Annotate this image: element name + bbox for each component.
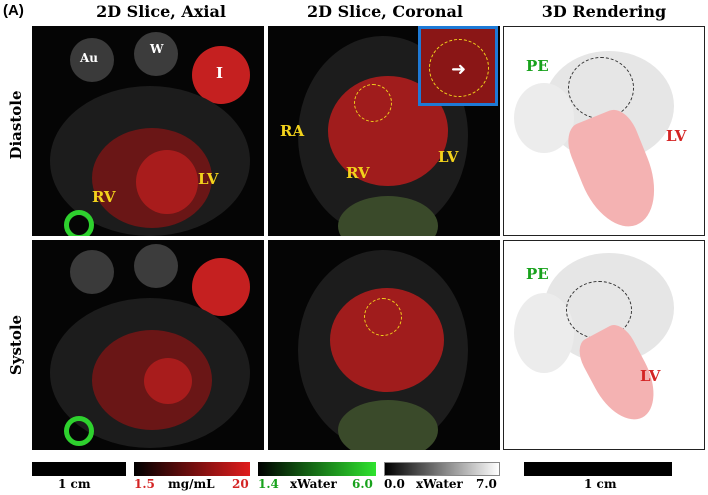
diastole-coronal-image: ➜ RA RV LV (268, 26, 500, 236)
valve-highlight-circle (568, 57, 634, 119)
label-lv: LV (666, 127, 687, 145)
lv-chamber (144, 358, 192, 404)
render-scale-label: 1 cm (584, 477, 617, 491)
gray-min: 0.0 (384, 477, 405, 491)
gray-unit: xWater (416, 477, 463, 491)
water-vial (134, 244, 178, 288)
label-rv: RV (346, 164, 370, 182)
liver-section (338, 400, 438, 450)
render-scale-bar (524, 462, 672, 476)
axial-scale-label: 1 cm (58, 477, 91, 491)
diastole-axial-image: Au W I RV LV (32, 26, 264, 236)
iodine-max: 20 (232, 477, 249, 491)
label-w: W (150, 42, 164, 56)
zoom-inset: ➜ (418, 26, 498, 106)
iodine-colorbar (134, 462, 250, 476)
systole-3d-render: PE LV (503, 240, 705, 450)
gray-max: 7.0 (476, 477, 497, 491)
lv-chamber (136, 150, 198, 214)
diastole-3d-render: PE LV (503, 26, 705, 236)
gold-ring (64, 210, 94, 236)
iodine-vial (192, 46, 250, 104)
axial-scale-bar (32, 462, 126, 476)
iodine-unit: mg/mL (168, 477, 215, 491)
systole-axial-image (32, 240, 264, 450)
column-title-axial: 2D Slice, Axial (96, 2, 226, 21)
label-pe: PE (526, 57, 549, 75)
liver-section (338, 196, 438, 236)
gold-colorbar (258, 462, 376, 476)
gold-ring (64, 416, 94, 446)
atrium-surface (514, 83, 574, 153)
arrow-icon: ➜ (451, 59, 467, 80)
column-title-3d: 3D Rendering (541, 2, 667, 21)
column-title-coronal: 2D Slice, Coronal (307, 2, 463, 21)
label-au: Au (80, 51, 99, 65)
iodine-vial (192, 258, 250, 316)
label-pe: PE (526, 265, 549, 283)
row-label-diastole: Diastole (7, 90, 25, 160)
inset-circle (429, 39, 489, 97)
label-lv: LV (640, 367, 661, 385)
valve-highlight-circle (364, 298, 402, 336)
label-rv: RV (92, 188, 116, 206)
gray-colorbar (384, 462, 500, 476)
gd-min: 1.4 (258, 477, 279, 491)
atrium-surface (514, 293, 574, 373)
label-lv: LV (438, 148, 459, 166)
label-ra: RA (280, 122, 305, 140)
label-i: I (216, 64, 224, 82)
iodine-min: 1.5 (134, 477, 155, 491)
gd-max: 6.0 (352, 477, 373, 491)
row-label-systole: Systole (7, 314, 25, 376)
valve-highlight-circle (354, 84, 392, 122)
panel-letter: (A) (3, 2, 24, 19)
systole-coronal-image (268, 240, 500, 450)
gd-unit: xWater (290, 477, 337, 491)
water-vial (134, 32, 178, 76)
au-vial (70, 250, 114, 294)
label-lv: LV (198, 170, 219, 188)
au-vial (70, 38, 114, 82)
